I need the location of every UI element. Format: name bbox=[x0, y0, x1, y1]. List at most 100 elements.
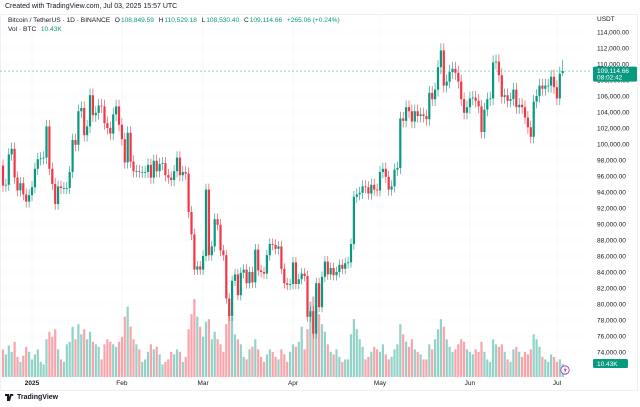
candle-body bbox=[274, 244, 277, 249]
volume-bar bbox=[428, 344, 431, 377]
volume-bar bbox=[425, 359, 428, 377]
candle-body bbox=[155, 160, 158, 172]
candle-body bbox=[213, 219, 216, 247]
candle-body bbox=[341, 264, 344, 269]
volume-bar bbox=[390, 356, 393, 377]
volume-bar bbox=[512, 349, 515, 377]
candle-body bbox=[268, 244, 271, 256]
candle-body bbox=[448, 72, 451, 82]
volume-bar bbox=[199, 326, 202, 377]
candle-body bbox=[207, 189, 210, 256]
volume-bar bbox=[544, 359, 547, 377]
candle-body bbox=[88, 95, 92, 127]
time-tick-label: Mar bbox=[197, 380, 209, 387]
lightning-icon[interactable] bbox=[560, 365, 570, 375]
candle-body bbox=[175, 157, 179, 172]
volume-bar bbox=[396, 344, 399, 377]
volume-bar bbox=[515, 346, 518, 377]
volume-bar bbox=[309, 301, 312, 377]
candle-body bbox=[74, 140, 77, 145]
candle-body bbox=[132, 161, 135, 172]
candle-body bbox=[109, 128, 112, 134]
volume-bar bbox=[100, 359, 103, 377]
candle-body bbox=[335, 272, 338, 276]
candle-body bbox=[431, 92, 434, 100]
price-tick-label: 110,000.00 bbox=[597, 61, 629, 68]
currency-unit[interactable]: USDT bbox=[597, 16, 615, 23]
volume-bar bbox=[286, 361, 289, 377]
high-label: H bbox=[158, 17, 164, 24]
volume-bar bbox=[242, 356, 245, 377]
volume-bar bbox=[349, 334, 353, 377]
candle-body bbox=[422, 114, 425, 116]
volume-bar bbox=[550, 354, 553, 377]
low-value: 108,530.40 bbox=[206, 17, 240, 24]
candle-body bbox=[141, 172, 144, 173]
candle-body bbox=[315, 283, 318, 334]
candle-body bbox=[178, 157, 181, 176]
candle-body bbox=[100, 105, 103, 107]
candle-body bbox=[181, 172, 184, 176]
volume-bar bbox=[170, 351, 173, 377]
candle-body bbox=[83, 108, 86, 136]
volume-bar bbox=[529, 349, 532, 377]
candle-body bbox=[361, 186, 364, 193]
time-tick-label: May bbox=[374, 380, 387, 387]
candle-body bbox=[381, 168, 384, 172]
volume-bar bbox=[474, 349, 477, 377]
candle-body bbox=[57, 186, 60, 204]
volume-bar bbox=[106, 339, 109, 377]
volume-bar bbox=[460, 339, 463, 377]
price-tick-label: 76,000.00 bbox=[597, 333, 626, 340]
volume-indicator-label[interactable]: Vol · BTC bbox=[8, 26, 37, 33]
candle-body bbox=[393, 169, 396, 187]
volume-bar bbox=[489, 361, 492, 377]
volume-bar bbox=[13, 341, 16, 377]
volume-bar bbox=[376, 349, 379, 377]
candle-body bbox=[265, 255, 268, 274]
price-tick-label: 104,000.00 bbox=[597, 109, 630, 116]
volume-bar bbox=[332, 354, 335, 377]
volume-bar bbox=[558, 359, 561, 377]
candle-body bbox=[289, 284, 292, 285]
volume-bar bbox=[112, 344, 115, 377]
candle-body bbox=[529, 127, 532, 137]
volume-bar bbox=[323, 331, 326, 377]
volume-bar bbox=[51, 336, 54, 377]
candle-body bbox=[120, 124, 123, 140]
candle-body bbox=[254, 249, 257, 283]
candle-body bbox=[480, 106, 483, 132]
candle-body bbox=[419, 114, 422, 116]
candle-body bbox=[454, 68, 457, 73]
volume-bar bbox=[225, 324, 228, 377]
volume-bar bbox=[373, 346, 376, 377]
candle-body bbox=[349, 244, 353, 263]
volume-bar bbox=[457, 344, 460, 377]
candle-body bbox=[326, 261, 329, 275]
volume-bar bbox=[471, 354, 474, 377]
volume-bar bbox=[161, 364, 164, 377]
candle-body bbox=[538, 85, 541, 96]
volume-bar bbox=[518, 351, 521, 377]
volume-bar bbox=[207, 319, 210, 377]
candle-body bbox=[561, 71, 564, 74]
volume-value: 10.43K bbox=[597, 361, 618, 368]
candle-body bbox=[184, 172, 187, 174]
candle-body bbox=[329, 268, 332, 275]
volume-bar bbox=[271, 351, 274, 377]
candle-body bbox=[370, 184, 373, 194]
candle-body bbox=[378, 172, 382, 191]
price-tick-label: 94,000.00 bbox=[597, 189, 626, 196]
volume-bar bbox=[103, 344, 106, 377]
candle-body bbox=[216, 219, 219, 225]
open-label: O bbox=[114, 17, 120, 24]
candle-body bbox=[306, 276, 309, 317]
candle-body bbox=[541, 85, 544, 89]
volume-bar bbox=[77, 324, 80, 377]
volume-bar bbox=[541, 356, 544, 377]
time-tick-label: 2025 bbox=[25, 380, 40, 387]
symbol-title[interactable]: Bitcoin / TetherUS · 1D · BINANCE bbox=[8, 17, 111, 24]
candle-body bbox=[503, 95, 506, 97]
candle-body bbox=[286, 283, 289, 285]
